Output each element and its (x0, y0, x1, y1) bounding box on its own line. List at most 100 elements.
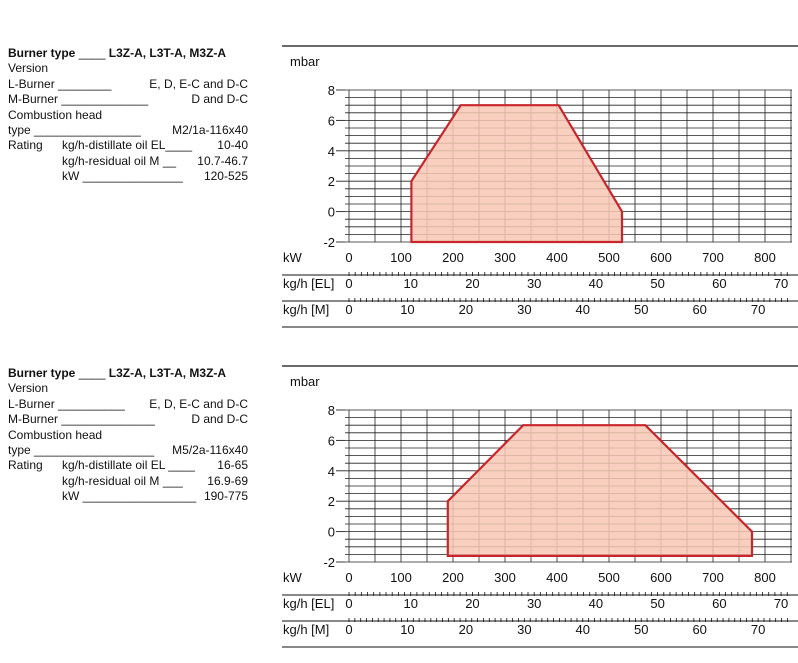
rating-line-leader: __ (162, 153, 177, 168)
burner-type-label: Burner type (8, 46, 76, 60)
m-burner-row: M-Burner ______________ D and D-C (8, 412, 270, 427)
x-tick-label: 100 (390, 570, 412, 585)
y-tick-label: 8 (328, 83, 335, 98)
x-tick-label: 20 (459, 622, 473, 637)
rating-line-leader: _______________ (82, 169, 183, 184)
rating-row-2: kg/h-residual oil M __ 10.7-46.7 (8, 154, 270, 169)
m-burner-row: M-Burner _____________ D and D-C (8, 92, 270, 107)
m-burner-label: M-Burner (8, 412, 59, 427)
x-tick-label: 30 (517, 302, 531, 317)
x-tick-label: 30 (517, 622, 531, 637)
x-tick-label: 0 (345, 570, 352, 585)
operating-range-region (446, 424, 754, 557)
rating-line-leader: ___ (162, 473, 183, 488)
x-tick-label: 800 (754, 250, 776, 265)
x-tick-label: 10 (400, 622, 414, 637)
y-axis-label: mbar (290, 54, 320, 69)
x-tick-label: 60 (692, 302, 706, 317)
version-label: Version (8, 61, 49, 76)
x-tick-label: 700 (702, 570, 724, 585)
rating-label: Rating (8, 138, 43, 153)
l-burner-row: L-Burner ________ E, D, E-C and D-C (8, 77, 270, 92)
x-tick-label: 100 (390, 250, 412, 265)
x-tick-label: 700 (702, 250, 724, 265)
y-tick-label: 2 (328, 494, 335, 509)
rating-line-value: 16.9-69 (207, 473, 248, 488)
x-tick-label: 10 (403, 596, 417, 611)
burner-type-value: L3Z-A, L3T-A, M3Z-A (108, 46, 227, 60)
rating-line-value: 120-525 (203, 169, 248, 184)
rating-line-leader: _________________ (82, 489, 197, 504)
rating-line-value: 16-65 (217, 458, 248, 473)
rating-line-value: 10.7-46.7 (197, 153, 248, 168)
rating-row-2: kg/h-residual oil M ___ 16.9-69 (8, 474, 270, 489)
x-tick-label: 60 (692, 622, 706, 637)
x-tick-label: 60 (712, 276, 726, 291)
rating-row-1: Rating kg/h-distillate oil EL____ 10-40 (8, 138, 270, 153)
rating-row-3: kW _______________ 120-525 (8, 169, 270, 184)
x-tick-label: 0 (345, 622, 352, 637)
head-type-value: M2/1a-116x40 (172, 122, 248, 137)
m-burner-leader: ______________ (61, 412, 155, 427)
x-tick-label: 300 (494, 570, 516, 585)
m-burner-value: D and D-C (191, 92, 248, 107)
combustion-head-row: Combustion head (8, 108, 270, 123)
version-row: Version (8, 61, 270, 76)
x-tick-label: 0 (345, 250, 352, 265)
x-tick-label: 400 (546, 250, 568, 265)
l-burner-row: L-Burner __________ E, D, E-C and D-C (8, 397, 270, 412)
rating-label: Rating (8, 458, 43, 473)
head-type-leader: __________________ (34, 442, 155, 457)
x-tick-label: 70 (774, 596, 788, 611)
combustion-head-row: Combustion head (8, 428, 270, 443)
burner-type-value: L3Z-A, L3T-A, M3Z-A (108, 366, 227, 380)
x-tick-label: 70 (774, 276, 788, 291)
head-type-label: type (8, 442, 31, 457)
x-tick-label: 30 (527, 276, 541, 291)
x-tick-label: 0 (345, 276, 352, 291)
head-type-label: type (8, 122, 31, 137)
x-tick-label: 10 (403, 276, 417, 291)
x-tick-label: 60 (712, 596, 726, 611)
x-tick-label: 40 (589, 276, 603, 291)
x-tick-label: 40 (576, 302, 590, 317)
x-tick-label: 0 (345, 302, 352, 317)
y-tick-label: 6 (328, 113, 335, 128)
head-type-row: type __________________ M5/2a-116x40 (8, 443, 270, 458)
y-axis-label: mbar (290, 374, 320, 389)
x-axis-label: kg/h [M] (283, 302, 329, 317)
x-axis-label: kg/h [M] (283, 622, 329, 637)
l-burner-value: E, D, E-C and D-C (149, 396, 248, 411)
x-tick-label: 800 (754, 570, 776, 585)
burner-type-row: Burner type ____ L3Z-A, L3T-A, M3Z-A (8, 46, 270, 61)
version-row: Version (8, 381, 270, 396)
x-tick-label: 70 (751, 622, 765, 637)
combustion-head-label: Combustion head (8, 107, 103, 122)
x-tick-label: 400 (546, 570, 568, 585)
l-burner-leader: __________ (58, 396, 125, 411)
head-type-value: M5/2a-116x40 (172, 442, 248, 457)
x-tick-label: 20 (465, 596, 479, 611)
y-tick-label: 4 (328, 144, 335, 159)
y-tick-label: 8 (328, 403, 335, 418)
rating-line-value: 10-40 (217, 138, 248, 153)
y-tick-label: 0 (328, 205, 335, 220)
l-burner-leader: ________ (58, 76, 112, 91)
head-type-row: type ________________ M2/1a-116x40 (8, 123, 270, 138)
x-tick-label: 50 (650, 276, 664, 291)
l-burner-label: L-Burner (8, 396, 55, 411)
burner-type-label: Burner type (8, 366, 76, 380)
x-tick-label: 50 (650, 596, 664, 611)
x-tick-label: 500 (598, 250, 620, 265)
rating-row-1: Rating kg/h-distillate oil EL ____ 16-65 (8, 458, 270, 473)
m-burner-value: D and D-C (191, 412, 248, 427)
x-tick-label: 30 (527, 596, 541, 611)
operating-range-region (410, 104, 624, 244)
y-tick-label: -2 (323, 235, 335, 250)
y-tick-label: -2 (323, 555, 335, 570)
burner-type-leader: ____ (78, 366, 106, 380)
burner-type-leader: ____ (78, 46, 106, 60)
x-tick-label: 600 (650, 570, 672, 585)
